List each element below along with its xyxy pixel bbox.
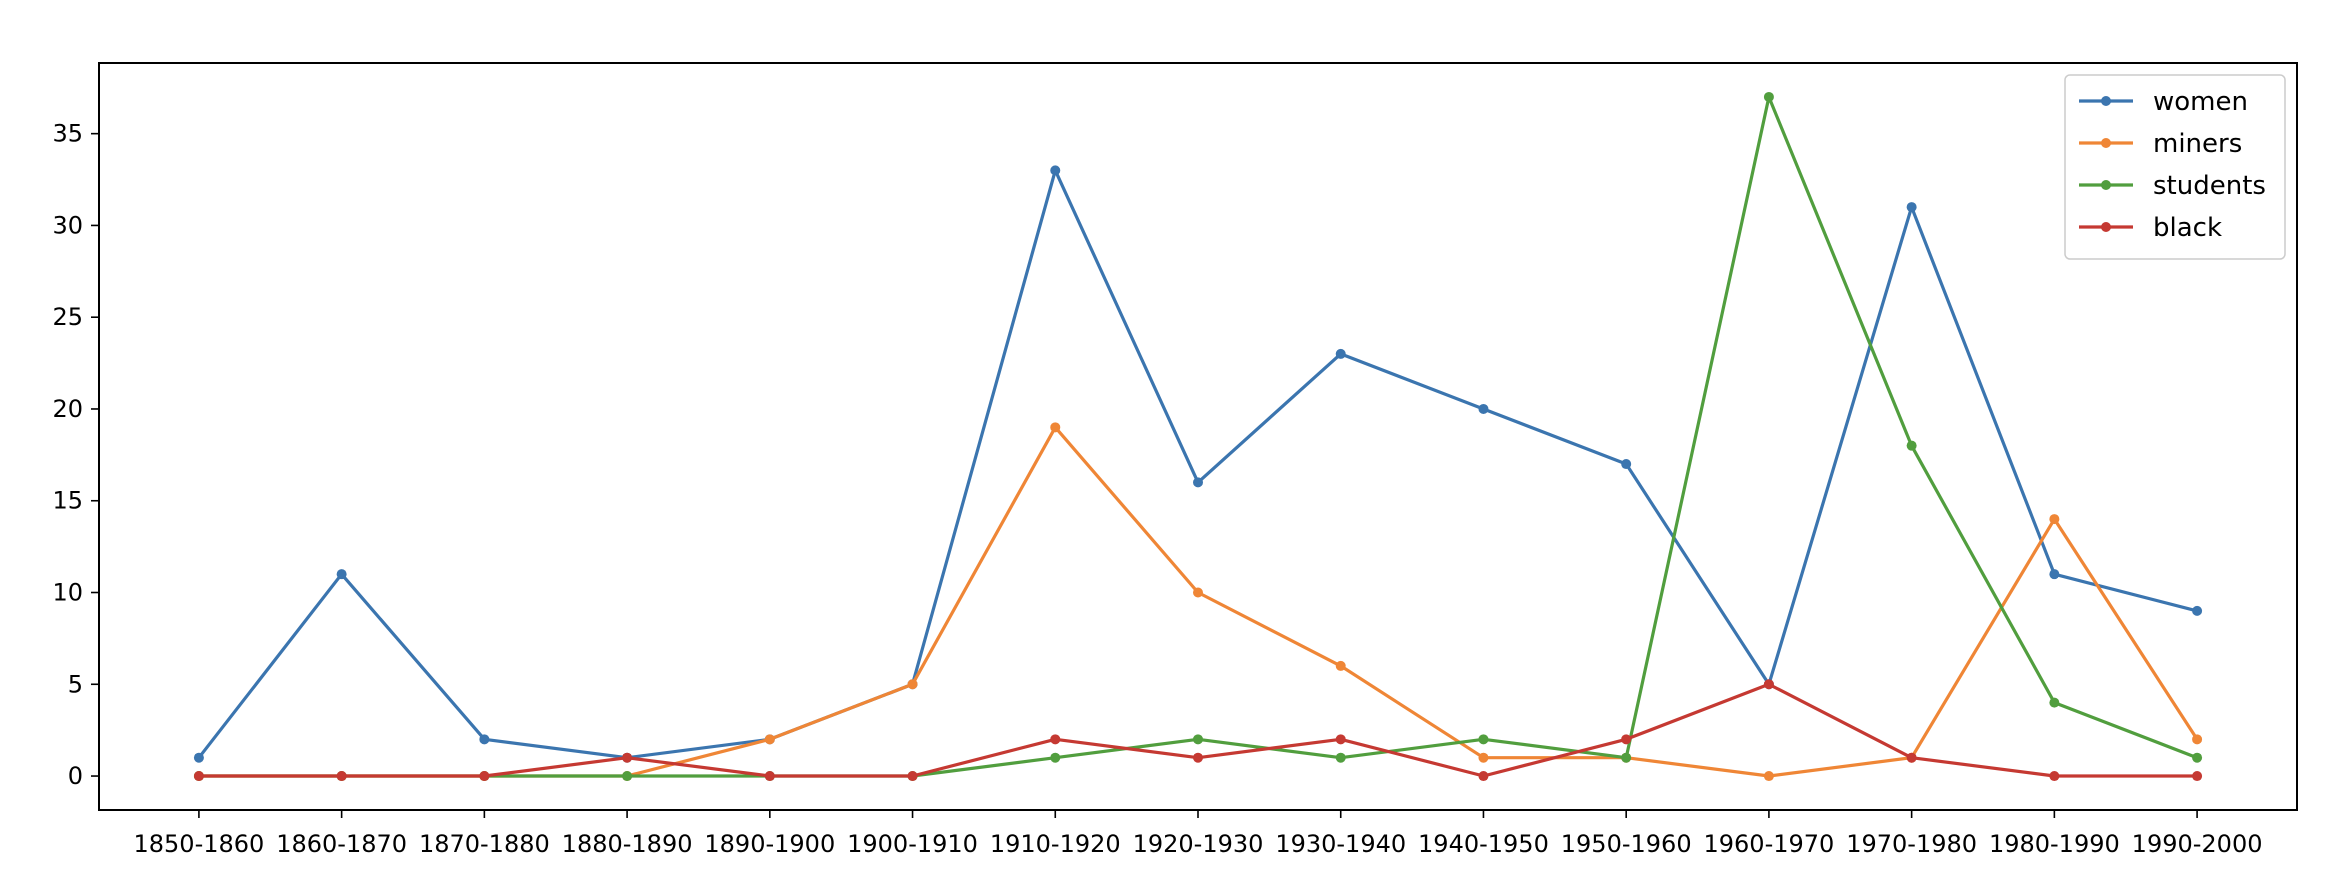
legend-item-students: students xyxy=(2079,171,2266,201)
y-tick-label: 10 xyxy=(52,579,83,607)
data-point-black xyxy=(764,771,775,782)
data-point-black xyxy=(907,771,918,782)
y-tick-label: 5 xyxy=(68,670,83,698)
legend-item-miners: miners xyxy=(2079,129,2242,159)
data-point-students xyxy=(1478,734,1489,745)
data-point-black xyxy=(1335,734,1346,745)
x-tick-label: 1860-1870 xyxy=(276,830,407,858)
data-point-black xyxy=(2192,771,2203,782)
data-point-black xyxy=(336,771,347,782)
x-tick-label: 1870-1880 xyxy=(419,830,550,858)
x-tick-label: 1880-1890 xyxy=(562,830,693,858)
x-tick-label: 1950-1960 xyxy=(1561,830,1692,858)
legend-label: black xyxy=(2153,213,2222,243)
data-point-students xyxy=(1050,752,1061,763)
legend-marker xyxy=(2101,222,2111,232)
legend-item-women: women xyxy=(2079,87,2248,117)
y-tick-label: 15 xyxy=(52,487,83,515)
data-point-miners xyxy=(1193,587,1203,598)
y-tick-label: 25 xyxy=(52,303,83,331)
data-point-women xyxy=(336,569,347,580)
x-tick-label: 1990-2000 xyxy=(2132,830,2263,858)
x-tick-label: 1920-1930 xyxy=(1133,830,1264,858)
series-layer xyxy=(193,91,2203,782)
data-point-miners xyxy=(1050,422,1061,433)
data-point-black xyxy=(622,752,633,763)
data-point-miners xyxy=(907,679,918,690)
data-point-black xyxy=(1478,771,1489,782)
data-point-women xyxy=(2049,569,2060,580)
x-tick-label: 1970-1980 xyxy=(1846,830,1977,858)
data-point-women xyxy=(2192,605,2203,616)
data-point-women xyxy=(1050,165,1061,176)
data-point-black xyxy=(193,771,204,782)
y-axis: 0 5 10 15 20 25 30 35 xyxy=(52,120,99,790)
legend-marker xyxy=(2101,138,2111,148)
data-point-students xyxy=(2192,752,2203,763)
y-tick-label: 20 xyxy=(52,395,83,423)
data-point-black xyxy=(1193,752,1203,763)
data-point-black xyxy=(1621,734,1632,745)
y-tick-label: 35 xyxy=(52,120,83,148)
data-point-students xyxy=(622,771,633,782)
x-tick-label: 1900-1910 xyxy=(847,830,978,858)
x-axis: 1850-1860 1860-1870 1870-1880 1880-1890 1890… xyxy=(133,810,2263,858)
series-black xyxy=(193,679,2203,782)
data-point-black xyxy=(1906,752,1917,763)
data-point-women xyxy=(193,752,204,763)
y-tick-label: 30 xyxy=(52,211,83,239)
data-point-miners xyxy=(764,734,775,745)
legend-marker xyxy=(2101,180,2111,190)
data-point-students xyxy=(1621,752,1632,763)
data-point-women xyxy=(1193,477,1203,488)
legend: women miners students black xyxy=(2064,74,2286,260)
data-point-miners xyxy=(1763,771,1774,782)
legend-label: miners xyxy=(2153,129,2242,159)
data-point-miners xyxy=(2049,514,2060,525)
y-tick-label: 0 xyxy=(68,762,83,790)
data-point-students xyxy=(1906,440,1917,451)
legend-item-black: black xyxy=(2079,213,2222,243)
data-point-miners xyxy=(1335,660,1346,671)
data-point-women xyxy=(1478,403,1489,414)
data-point-women xyxy=(1906,202,1917,213)
data-point-women xyxy=(479,734,490,745)
data-point-students xyxy=(1335,752,1346,763)
legend-label: women xyxy=(2153,87,2248,117)
legend-marker xyxy=(2101,96,2111,106)
x-tick-label: 1980-1990 xyxy=(1989,830,2120,858)
x-tick-label: 1960-1970 xyxy=(1703,830,1834,858)
legend-box xyxy=(2064,74,2286,260)
x-tick-label: 1940-1950 xyxy=(1418,830,1549,858)
data-point-students xyxy=(1763,91,1774,102)
x-tick-label: 1910-1920 xyxy=(990,830,1121,858)
x-tick-label: 1890-1900 xyxy=(704,830,835,858)
data-point-women xyxy=(1621,459,1632,470)
data-point-miners xyxy=(1478,752,1489,763)
data-point-black xyxy=(1050,734,1061,745)
data-point-students xyxy=(1193,734,1203,745)
data-point-women xyxy=(1335,348,1346,359)
x-tick-label: 1850-1860 xyxy=(133,830,264,858)
data-point-miners xyxy=(2192,734,2203,745)
legend-label: students xyxy=(2153,171,2266,201)
data-point-black xyxy=(479,771,490,782)
data-point-black xyxy=(1763,679,1774,690)
x-tick-label: 1930-1940 xyxy=(1275,830,1406,858)
data-point-black xyxy=(2049,771,2060,782)
data-point-students xyxy=(2049,697,2060,708)
